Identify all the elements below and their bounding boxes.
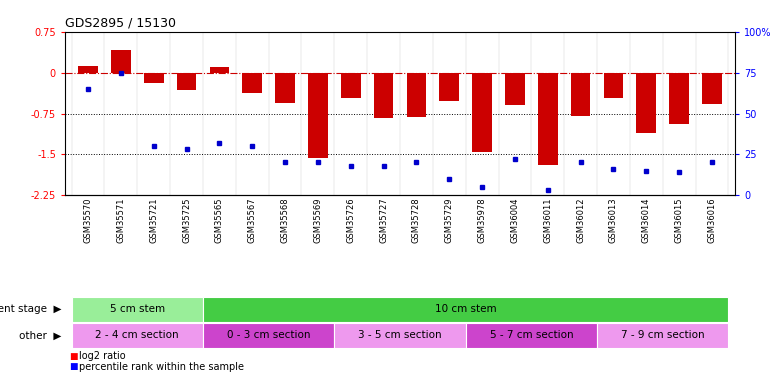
Bar	[308, 73, 328, 158]
Bar	[78, 66, 98, 73]
Text: 10 cm stem: 10 cm stem	[435, 304, 497, 315]
Text: ■: ■	[69, 351, 77, 360]
Bar	[505, 73, 525, 105]
Bar	[571, 73, 591, 116]
Bar	[604, 73, 624, 98]
Bar	[472, 73, 492, 152]
Bar	[72, 297, 203, 322]
Bar	[275, 73, 295, 103]
Bar	[203, 323, 334, 348]
Bar	[440, 73, 459, 101]
Bar	[466, 323, 597, 348]
Bar	[341, 73, 360, 98]
Bar	[637, 73, 656, 132]
Bar	[373, 73, 393, 118]
Text: ■: ■	[69, 363, 77, 372]
Text: 2 - 4 cm section: 2 - 4 cm section	[95, 330, 179, 340]
Bar	[407, 73, 427, 117]
Text: log2 ratio: log2 ratio	[79, 351, 126, 361]
Bar	[144, 73, 163, 82]
Text: GDS2895 / 15130: GDS2895 / 15130	[65, 16, 176, 30]
Text: 0 - 3 cm section: 0 - 3 cm section	[227, 330, 310, 340]
Text: 5 cm stem: 5 cm stem	[109, 304, 165, 315]
Text: 5 - 7 cm section: 5 - 7 cm section	[490, 330, 573, 340]
Bar	[203, 297, 728, 322]
Bar	[334, 323, 466, 348]
Text: development stage  ▶: development stage ▶	[0, 304, 61, 315]
Text: 3 - 5 cm section: 3 - 5 cm section	[358, 330, 442, 340]
Bar	[72, 323, 203, 348]
Bar	[597, 323, 728, 348]
Text: percentile rank within the sample: percentile rank within the sample	[79, 362, 244, 372]
Text: 7 - 9 cm section: 7 - 9 cm section	[621, 330, 705, 340]
Bar	[176, 73, 196, 90]
Bar	[111, 50, 131, 73]
Bar	[669, 73, 689, 124]
Bar	[243, 73, 262, 93]
Bar	[702, 73, 721, 104]
Text: other  ▶: other ▶	[18, 330, 61, 340]
Bar	[538, 73, 557, 165]
Bar	[209, 68, 229, 73]
